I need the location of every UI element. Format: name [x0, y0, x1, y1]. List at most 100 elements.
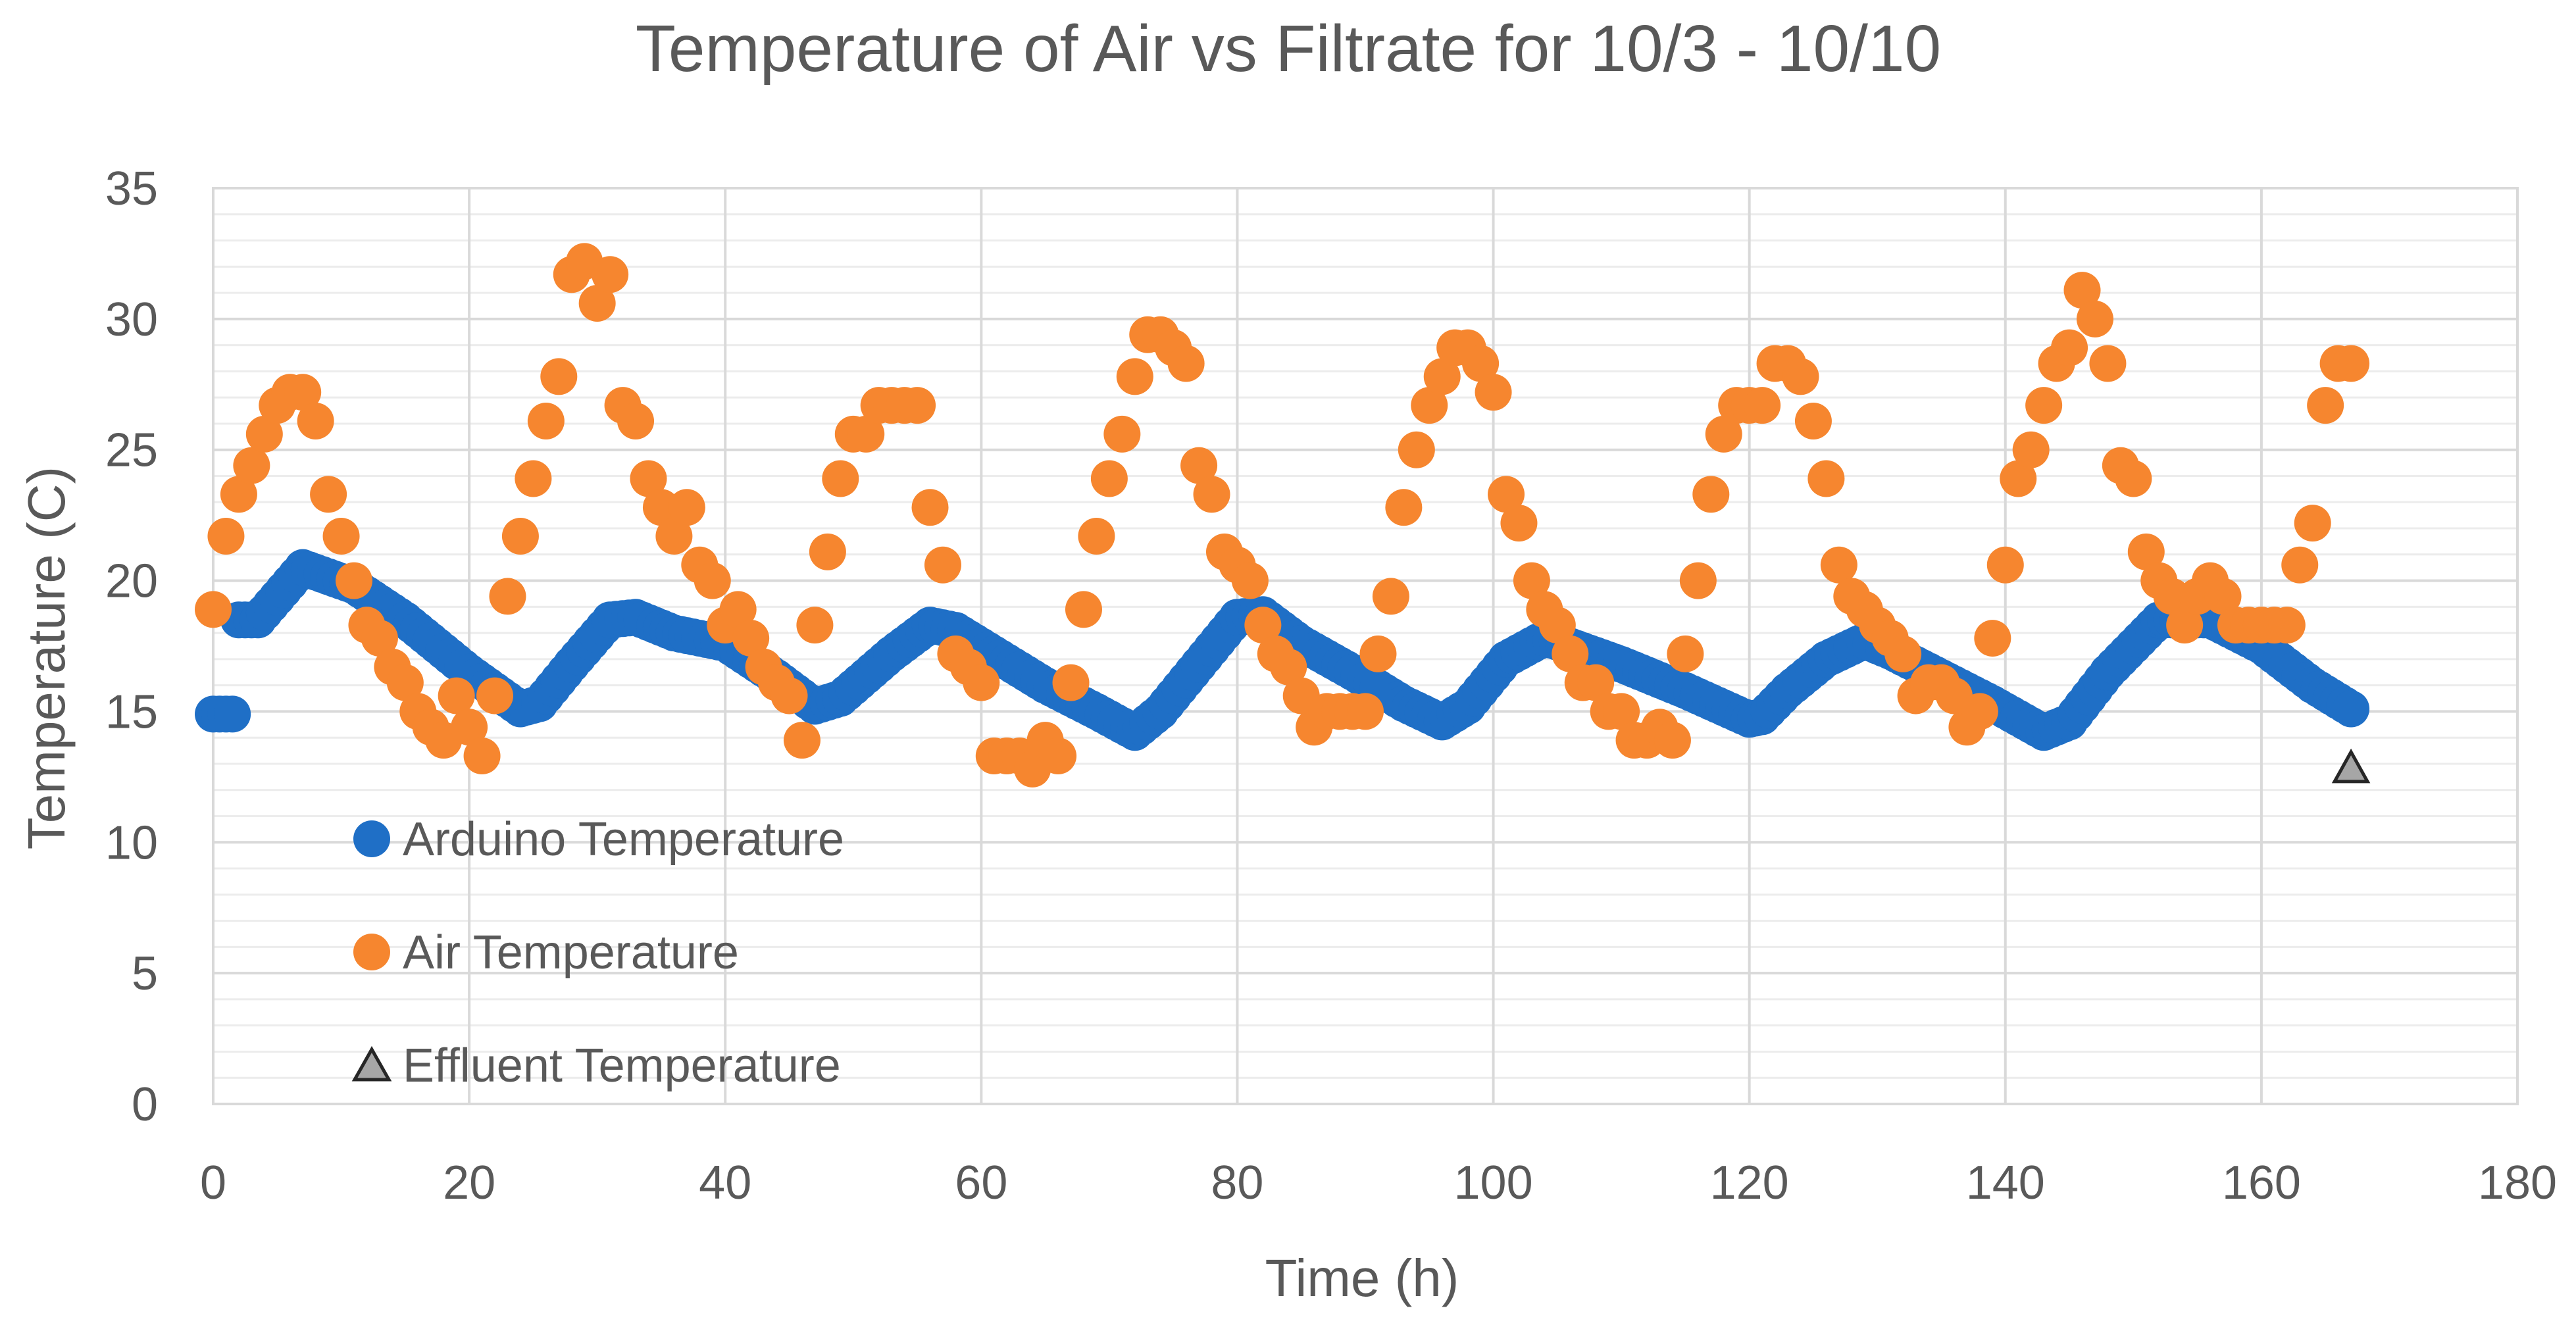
- legend-label-arduino: Arduino Temperature: [403, 813, 844, 866]
- air-point: [2153, 578, 2190, 615]
- air-point: [207, 517, 245, 555]
- air-point: [233, 447, 270, 484]
- air-point: [284, 374, 322, 411]
- air-point: [2051, 329, 2088, 366]
- air-point: [1052, 664, 1090, 701]
- legend-marker-effluent: [351, 1045, 392, 1082]
- x-tick-label: 100: [1453, 1157, 1532, 1209]
- air-point: [463, 738, 501, 775]
- y-tick-label: 35: [105, 163, 158, 215]
- air-point: [195, 591, 232, 628]
- x-tick-label: 120: [1710, 1157, 1789, 1209]
- air-point: [1884, 635, 1922, 672]
- air-point: [770, 677, 808, 714]
- air-point: [489, 578, 526, 615]
- air-point: [1180, 447, 1218, 484]
- air-point: [1359, 635, 1397, 672]
- air-point: [1692, 476, 1730, 513]
- air-point: [2115, 460, 2152, 497]
- air-point: [783, 722, 821, 759]
- y-axis-label: Temperature (C): [17, 466, 76, 849]
- air-point: [732, 620, 770, 657]
- x-tick-label: 180: [2478, 1157, 2557, 1209]
- legend-label-effluent: Effluent Temperature: [403, 1039, 841, 1092]
- air-point: [1462, 345, 1500, 382]
- air-point: [899, 387, 936, 424]
- air-point: [2127, 533, 2165, 570]
- x-axis-tick-labels: 0 20 40 60 80 100 120 140 160 180: [200, 1157, 2557, 1209]
- air-point: [1986, 546, 2024, 584]
- air-point: [578, 284, 616, 322]
- air-point: [655, 517, 693, 555]
- plot-area-frame: [212, 187, 2519, 1105]
- air-point: [630, 460, 667, 497]
- air-point: [1385, 489, 1423, 526]
- air-point: [1679, 562, 1717, 599]
- air-point: [527, 402, 565, 439]
- air-point: [1103, 415, 1141, 453]
- effluent-point: [2331, 748, 2371, 784]
- air-point: [1538, 607, 1576, 644]
- air-point: [386, 664, 424, 701]
- air-point: [1794, 402, 1832, 439]
- air-point: [719, 591, 757, 628]
- air-point: [2000, 460, 2037, 497]
- y-tick-label: 20: [105, 555, 158, 608]
- air-point: [540, 358, 578, 395]
- air-point: [1667, 635, 1704, 672]
- y-tick-label: 25: [105, 424, 158, 477]
- arduino-point: [2333, 690, 2370, 728]
- air-point: [2294, 505, 2331, 542]
- y-tick-label: 10: [105, 816, 158, 869]
- air-point: [1423, 358, 1461, 395]
- legend: Arduino Temperature Air Temperature Effl…: [351, 813, 844, 1092]
- arduino-point: [214, 695, 251, 733]
- air-point: [2025, 387, 2063, 424]
- air-point: [297, 402, 334, 439]
- series-effluent-temperature: [2331, 748, 2371, 784]
- chart-title: Temperature of Air vs Filtrate for 10/3 …: [636, 12, 1941, 86]
- air-point: [822, 460, 859, 497]
- x-tick-label: 0: [200, 1157, 226, 1209]
- y-tick-label: 15: [105, 686, 158, 738]
- air-point: [642, 489, 680, 526]
- air-point: [1961, 693, 1998, 730]
- air-point: [361, 620, 398, 657]
- air-point: [1116, 358, 1153, 395]
- legend-marker-air: [353, 934, 390, 970]
- air-point: [1040, 738, 1077, 775]
- air-point: [451, 709, 488, 746]
- x-tick-label: 140: [1966, 1157, 2045, 1209]
- air-point: [1411, 387, 1448, 424]
- air-point: [2281, 546, 2319, 584]
- y-tick-label: 30: [105, 293, 158, 346]
- air-point: [1078, 517, 1115, 555]
- air-point: [1513, 562, 1550, 599]
- x-tick-label: 80: [1211, 1157, 1263, 1209]
- air-point: [1244, 607, 1282, 644]
- air-point: [1820, 546, 1857, 584]
- air-point: [694, 562, 731, 599]
- air-point: [336, 562, 373, 599]
- air-point: [1167, 345, 1205, 382]
- air-point: [245, 415, 283, 453]
- x-tick-label: 40: [699, 1157, 751, 1209]
- air-point: [1807, 460, 1845, 497]
- air-point: [1488, 476, 1525, 513]
- air-point: [220, 476, 257, 513]
- air-point: [592, 256, 629, 293]
- x-tick-label: 20: [443, 1157, 495, 1209]
- x-tick-label: 60: [955, 1157, 1007, 1209]
- air-point: [1500, 505, 1538, 542]
- air-point: [2089, 345, 2127, 382]
- air-point: [847, 415, 885, 453]
- x-tick-label: 160: [2222, 1157, 2301, 1209]
- air-point: [1270, 648, 1307, 686]
- legend-label-air: Air Temperature: [403, 926, 739, 979]
- air-point: [1552, 635, 1589, 672]
- legend-marker-arduino: [353, 820, 390, 857]
- air-point: [1705, 415, 1742, 453]
- air-point: [617, 402, 655, 439]
